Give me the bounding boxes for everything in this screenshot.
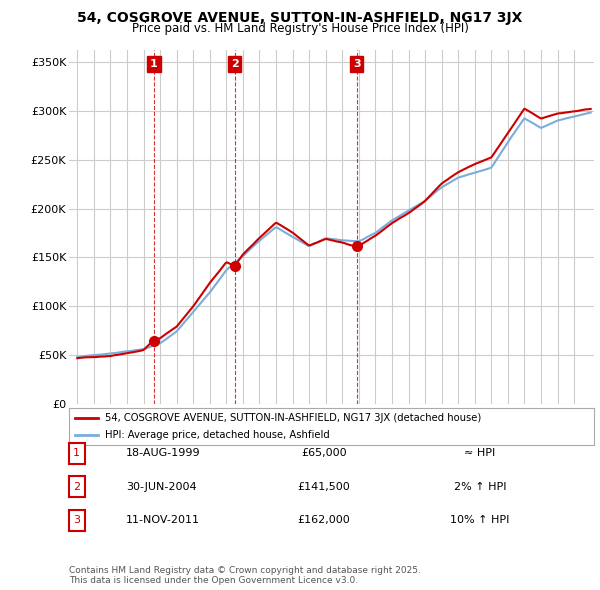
Text: £65,000: £65,000 bbox=[301, 448, 347, 458]
Text: Price paid vs. HM Land Registry's House Price Index (HPI): Price paid vs. HM Land Registry's House … bbox=[131, 22, 469, 35]
Text: £162,000: £162,000 bbox=[298, 516, 350, 525]
Text: 54, COSGROVE AVENUE, SUTTON-IN-ASHFIELD, NG17 3JX: 54, COSGROVE AVENUE, SUTTON-IN-ASHFIELD,… bbox=[77, 11, 523, 25]
Text: 11-NOV-2011: 11-NOV-2011 bbox=[126, 516, 200, 525]
Text: 10% ↑ HPI: 10% ↑ HPI bbox=[451, 516, 509, 525]
Text: £141,500: £141,500 bbox=[298, 482, 350, 491]
Text: 18-AUG-1999: 18-AUG-1999 bbox=[126, 448, 200, 458]
Text: 1: 1 bbox=[73, 448, 80, 458]
Text: 2: 2 bbox=[73, 482, 80, 491]
Text: 30-JUN-2004: 30-JUN-2004 bbox=[126, 482, 197, 491]
Text: ≈ HPI: ≈ HPI bbox=[464, 448, 496, 458]
Text: 1: 1 bbox=[150, 59, 158, 69]
Text: 3: 3 bbox=[73, 516, 80, 525]
Text: Contains HM Land Registry data © Crown copyright and database right 2025.
This d: Contains HM Land Registry data © Crown c… bbox=[69, 566, 421, 585]
Text: 2% ↑ HPI: 2% ↑ HPI bbox=[454, 482, 506, 491]
Text: 54, COSGROVE AVENUE, SUTTON-IN-ASHFIELD, NG17 3JX (detached house): 54, COSGROVE AVENUE, SUTTON-IN-ASHFIELD,… bbox=[105, 414, 481, 423]
Text: 3: 3 bbox=[353, 59, 361, 69]
Text: HPI: Average price, detached house, Ashfield: HPI: Average price, detached house, Ashf… bbox=[105, 431, 329, 440]
Text: 2: 2 bbox=[231, 59, 238, 69]
